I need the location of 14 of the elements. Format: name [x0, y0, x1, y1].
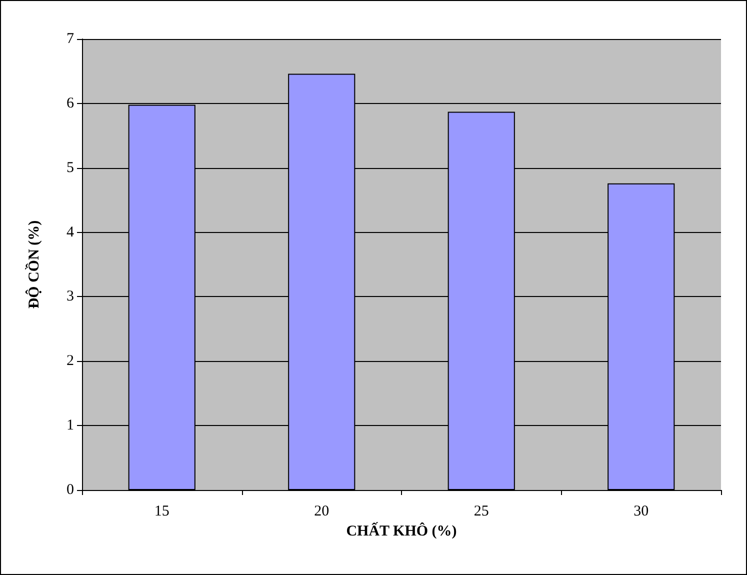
y-tick-label: 0 — [66, 482, 74, 498]
y-axis-title: ĐỘ CỒN (%) — [24, 220, 42, 309]
x-axis-title: CHẤT KHÔ (%) — [346, 521, 457, 540]
x-tick-label: 20 — [314, 504, 330, 520]
x-tick-label: 25 — [474, 504, 489, 520]
y-tick-label: 4 — [66, 224, 74, 240]
x-tick-label: 15 — [154, 504, 170, 520]
x-tick-label: 30 — [634, 504, 649, 520]
y-tick-label: 5 — [66, 160, 74, 176]
y-tick-label: 1 — [66, 418, 74, 434]
y-tick-label: 2 — [66, 353, 74, 370]
y-tick-label: 7 — [66, 31, 74, 47]
y-tick-label: 6 — [66, 95, 74, 112]
y-tick-label: 3 — [66, 288, 74, 305]
